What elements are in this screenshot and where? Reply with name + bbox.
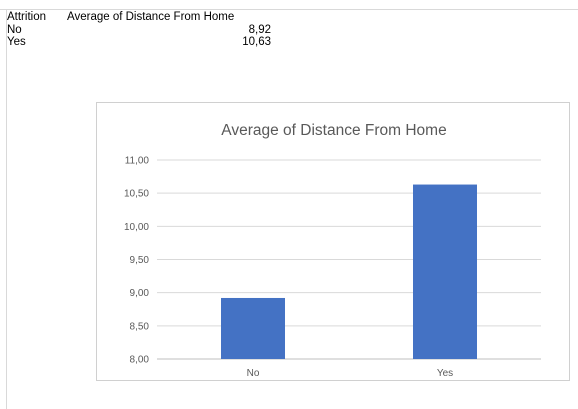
pivot-row-header[interactable]: Attrition [7, 11, 46, 23]
pivot-row-yes[interactable]: Yes 10,63 [7, 36, 277, 49]
y-tick-label: 8,50 [130, 321, 150, 332]
pivot-row-value: 8,92 [248, 23, 271, 36]
pivot-value-header[interactable]: Average of Distance From Home [67, 11, 235, 23]
bar-no[interactable] [221, 297, 285, 359]
y-tick-label: 11,00 [125, 156, 150, 167]
chart-canvas: Average of Distance From Home 8,00 8,50 9,0… [124, 122, 541, 379]
chart-title[interactable]: Average of Distance From Home [221, 122, 446, 139]
pivot-row-label: Yes [7, 36, 26, 48]
y-tick-label: 10,50 [124, 189, 149, 200]
pivot-chart[interactable]: Average of Distance From Home 8,00 8,50 9,0… [96, 102, 570, 381]
pivot-row-no[interactable]: No 8,92 [7, 24, 277, 37]
y-tick-label: 9,50 [130, 255, 150, 266]
sheet-top-gridline [0, 9, 578, 10]
pivot-row-label: No [7, 23, 22, 36]
sheet-left-gridline [6, 9, 7, 409]
y-tick-label: 9,00 [130, 288, 150, 299]
pivot-header-row: Attrition Average of Distance From Home [7, 11, 277, 24]
x-tick-label: No [247, 368, 260, 379]
bar-yes[interactable] [413, 184, 477, 359]
y-tick-label: 10,00 [124, 222, 149, 233]
pivot-row-value: 10,63 [242, 36, 271, 48]
x-tick-label: Yes [437, 368, 453, 379]
y-tick-label: 8,00 [130, 355, 150, 366]
pivot-table: Attrition Average of Distance From Home … [7, 11, 277, 49]
